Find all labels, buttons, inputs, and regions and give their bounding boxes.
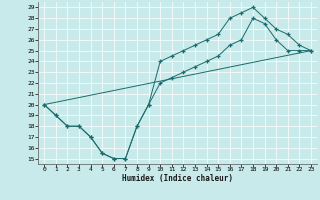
X-axis label: Humidex (Indice chaleur): Humidex (Indice chaleur) [122,174,233,183]
